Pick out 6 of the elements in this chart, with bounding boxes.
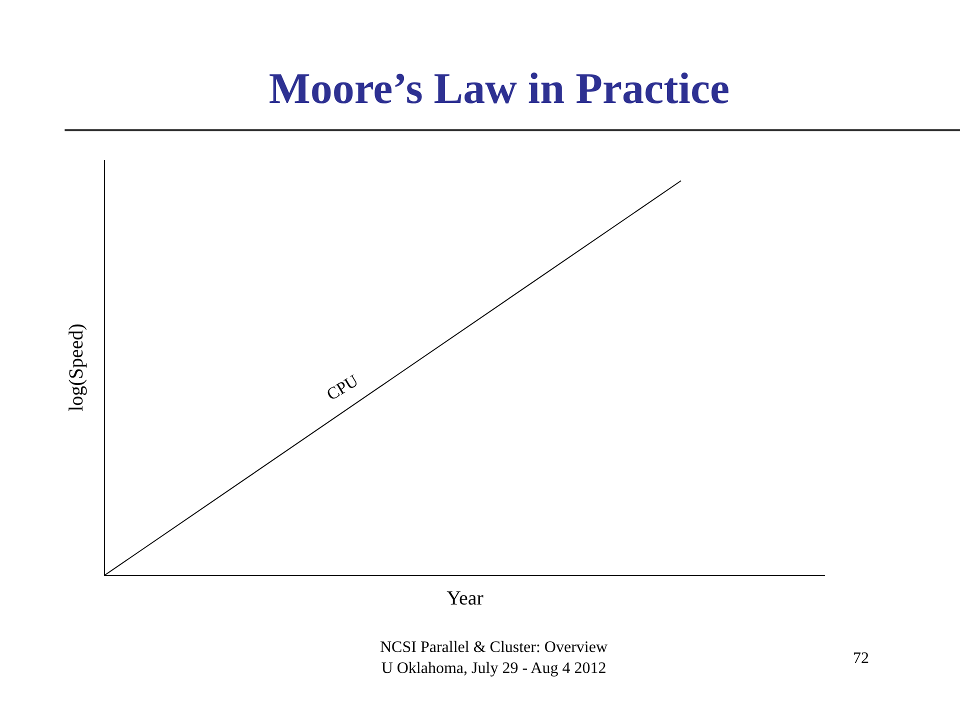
- text: CPU: [323, 370, 362, 404]
- chart-title: Moore’s Law in Practice: [268, 64, 730, 114]
- x-axis-title: Year: [446, 588, 484, 610]
- text: 72: [853, 650, 869, 667]
- y-axis-title: log(Speed): [66, 324, 88, 412]
- text: NCSI Parallel & Cluster: Overview U Oklahoma, July 29 - Aug 4 2012: [380, 639, 608, 677]
